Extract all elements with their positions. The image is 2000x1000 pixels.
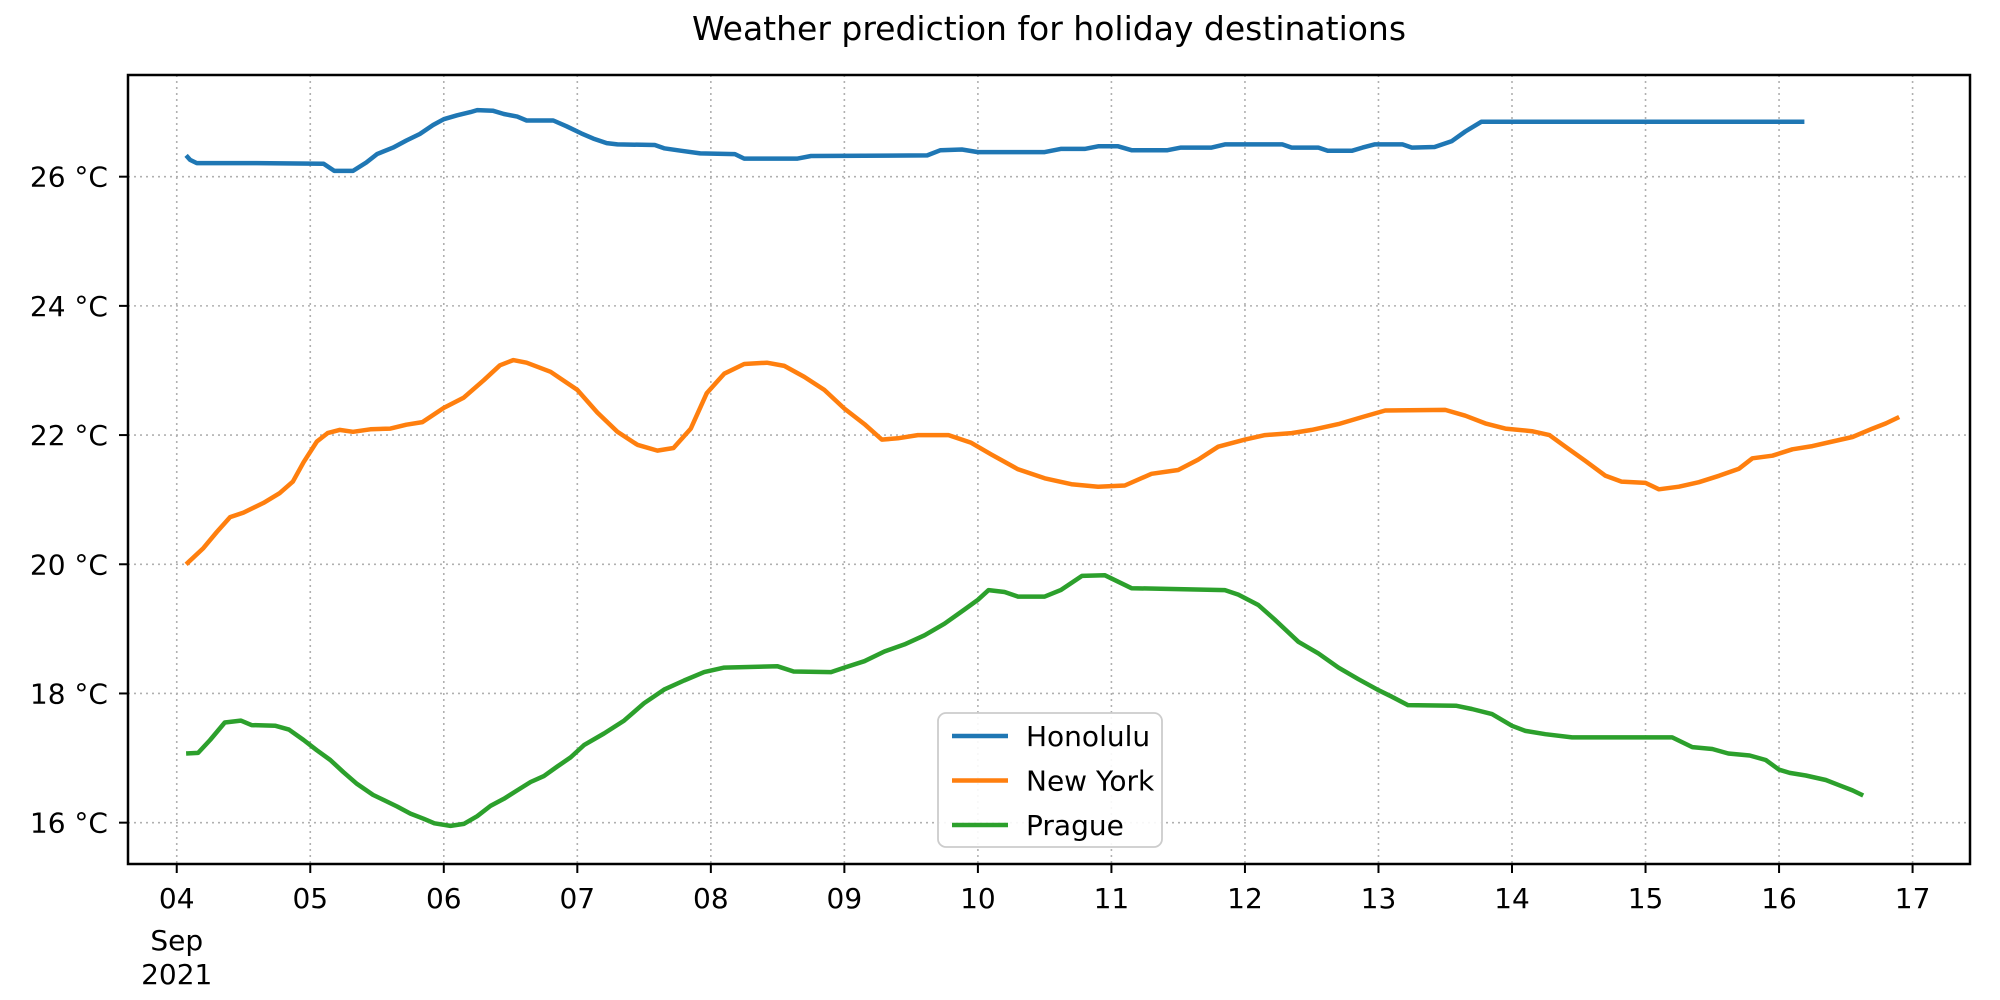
x-offset-year: 2021 [141,958,212,991]
series-line-new-york [184,357,1901,566]
x-tick-label: 12 [1227,882,1263,915]
x-offset-month: Sep [150,924,203,957]
y-tick-label: 20 °C [30,548,108,581]
legend-label-new-york: New York [1026,765,1155,798]
x-tick-label: 15 [1628,882,1664,915]
x-tick-label: 08 [693,882,729,915]
x-tick-label: 07 [559,882,595,915]
x-tick-label: 11 [1094,882,1130,915]
y-tick-label: 26 °C [30,161,108,194]
plot-border [126,73,1972,866]
x-tick-label: 16 [1761,882,1797,915]
y-tick-label: 22 °C [30,419,108,452]
y-tick-label: 18 °C [30,677,108,710]
x-tick-label: 13 [1361,882,1397,915]
legend-label-honolulu: Honolulu [1026,720,1150,753]
x-tick-label: 17 [1895,882,1931,915]
y-tick-label: 16 °C [30,807,108,840]
x-tick-label: 05 [292,882,328,915]
series-line-prague [185,572,1865,829]
x-tick-label: 04 [159,882,195,915]
x-tick-label: 09 [827,882,863,915]
x-tick-label: 14 [1494,882,1530,915]
data-series [184,107,1901,829]
legend-label-prague: Prague [1026,809,1124,842]
series-line-honolulu [184,107,1805,174]
x-tick-label: 06 [426,882,462,915]
y-tick-label: 24 °C [30,290,108,323]
x-tick-label: 10 [960,882,996,915]
chart-title: Weather prediction for holiday destinati… [692,9,1406,48]
legend: Honolulu New York Prague [937,712,1163,848]
legend-box [937,712,1163,848]
